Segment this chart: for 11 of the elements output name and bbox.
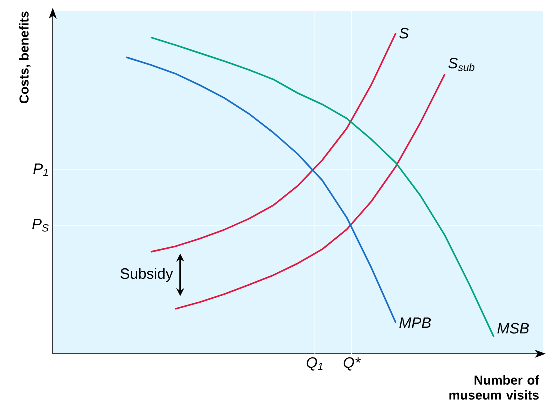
annotation: Subsidy [120,268,174,282]
series-label: S$_{sub}$ [448,58,475,72]
series-label: MPB [400,318,432,328]
y-axis-title: Costs, benefits [19,12,31,104]
text: Q* [344,358,362,371]
x-axis-title: Number of museum visits [450,375,540,400]
series-label: S [400,28,409,39]
ref-line-label: P$_{S}$ [32,219,49,232]
text: Q$_{1}$ [306,358,323,371]
ref-line-label: P$_{1}$ [34,164,48,176]
series-label: MSB [498,323,530,334]
